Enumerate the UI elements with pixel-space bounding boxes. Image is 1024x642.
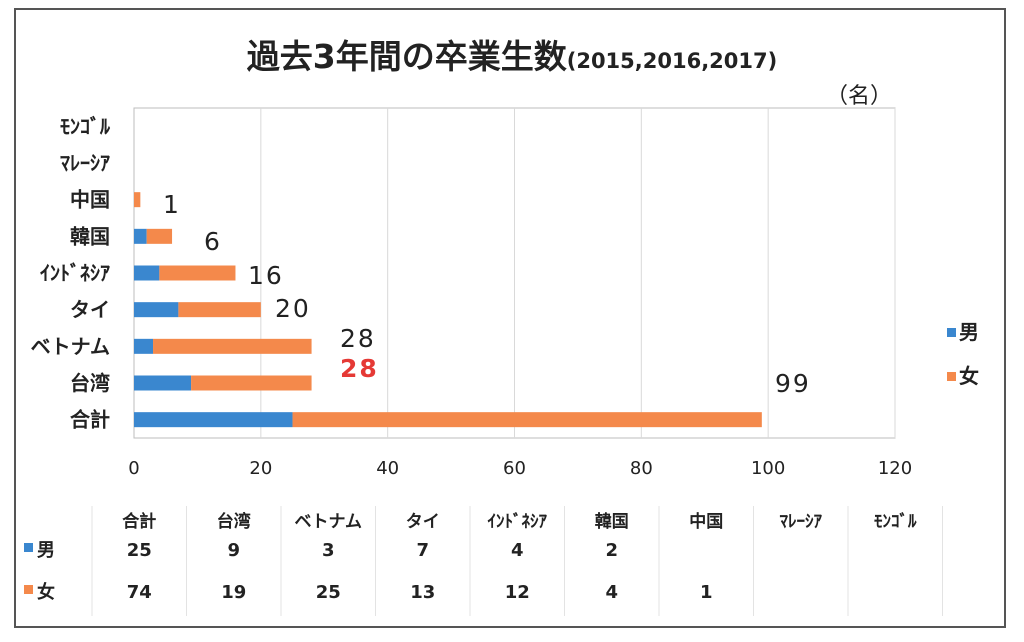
total-label: 1 [163,190,181,219]
table-cell: 4 [605,582,618,603]
chart-title: 過去3年間の卒業生数(2015,2016,2017) [0,30,1024,78]
table-cell: 12 [505,582,530,603]
x-tick-label: 120 [878,458,912,479]
bar-female [159,265,236,281]
table-cell: 9 [227,540,240,561]
table-cell: 4 [511,540,524,561]
category-label: 中国 [70,188,110,212]
table-cell: 19 [221,582,246,603]
table-header: ｲﾝﾄﾞﾈｼｱ [488,511,548,532]
table-cell: 74 [127,582,152,603]
x-tick-label: 100 [751,458,785,479]
x-tick-label: 60 [503,458,526,479]
table-header: ﾓﾝｺﾞﾙ [874,511,917,532]
table-cell: 25 [127,540,152,561]
bar-male [134,302,179,318]
total-label: 20 [275,294,311,323]
x-tick-label: 20 [249,458,272,479]
total-label: 28 [340,324,376,353]
table-header: 合計 [122,511,156,532]
category-label: 合計 [70,408,110,432]
category-label: ベトナム [31,334,110,358]
legend-swatch [947,372,956,381]
x-tick-label: 0 [128,458,139,479]
table-cell: 3 [322,540,335,561]
category-label: 台湾 [70,371,110,395]
table-header: 台湾 [217,511,251,532]
bar-female [134,192,141,208]
total-label: 16 [248,261,284,290]
legend-swatch [947,328,956,337]
table-row-swatch [24,543,33,552]
title-main: 過去3年間の卒業生数 [246,37,567,76]
table-cell: 25 [316,582,341,603]
bar-female [146,228,173,244]
table-row-label: 女 [37,581,55,603]
table-cell: 13 [410,582,435,603]
total-label: 6 [204,227,222,256]
table-header: 韓国 [595,511,629,532]
category-label: ﾏﾚｰｼｱ [60,151,110,175]
table-row-swatch [24,585,33,594]
bar-female [191,375,312,391]
x-tick-label: 80 [630,458,653,479]
bar-male [134,228,147,244]
title-subtitle: (2015,2016,2017) [566,49,778,73]
category-label: 韓国 [70,224,110,248]
category-label: タイ [70,298,110,322]
table-cell: 7 [416,540,429,561]
category-label: ｲﾝﾄﾞﾈｼｱ [40,261,110,285]
chart-frame [14,8,1006,628]
table-row-label: 男 [37,540,55,561]
table-cell: 2 [605,540,618,561]
x-tick-label: 40 [376,458,399,479]
table-header: ベトナム [295,512,363,532]
table-header: 中国 [689,511,723,532]
table-cell: 1 [700,582,713,603]
category-label: ﾓﾝｺﾞﾙ [60,114,111,138]
bar-female [178,302,261,318]
table-header: ﾏﾚｰｼｱ [780,512,823,532]
bar-male [134,265,160,281]
bar-male [134,412,293,428]
total-label: 99 [775,369,811,398]
legend-label: 女 [959,364,979,388]
bar-female [153,338,312,354]
bar-male [134,338,154,354]
total-label: 28 [340,354,379,383]
legend-label: 男 [959,320,979,344]
bar-female [292,412,762,428]
unit-label: （名） [826,84,893,109]
bar-male [134,375,192,391]
table-header: タイ [406,512,440,532]
